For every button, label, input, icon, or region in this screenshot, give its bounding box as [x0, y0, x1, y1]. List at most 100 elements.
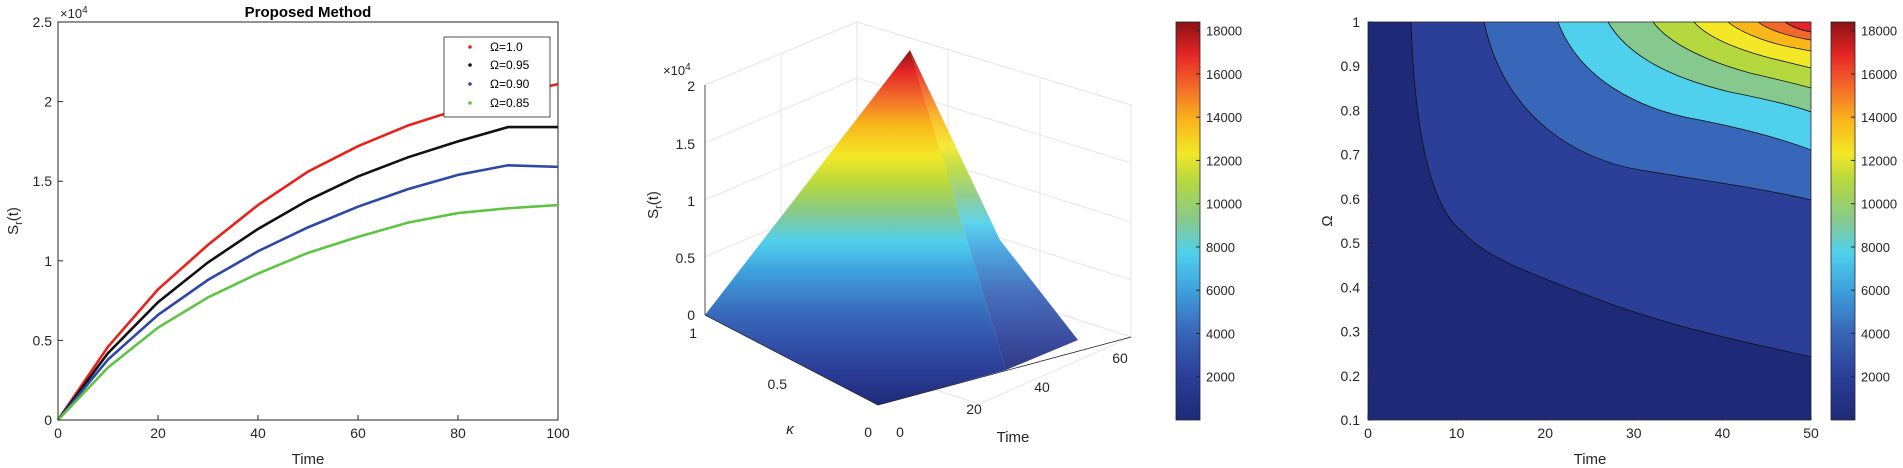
y-tick-label: 2.5	[33, 14, 53, 30]
colorbar-2: 2000 4000 6000 8000 10000 12000 14000 16000 1800…	[1175, 21, 1242, 421]
contour-frame	[1367, 21, 1812, 421]
legend-box	[443, 36, 551, 118]
time-tick-label: 40	[1034, 379, 1050, 395]
z-tick-label: 0.5	[676, 250, 696, 266]
x-tick-label: 20	[150, 425, 166, 441]
contour-y-tick-label: 0.6	[1341, 191, 1361, 207]
colorbar-tick-label: 18000	[1861, 24, 1897, 39]
y-tick-label: 1	[44, 253, 52, 269]
colorbar-tick-label: 6000	[1861, 283, 1890, 298]
surface	[705, 50, 1078, 405]
contour-region	[1368, 22, 1811, 420]
kappa-tick-label: 1	[689, 325, 697, 341]
contour-x-tick-label: 10	[1449, 425, 1465, 441]
grid-line	[978, 336, 1132, 405]
x-tick-label: 40	[250, 425, 266, 441]
y-axis-label-sub: r	[13, 221, 25, 225]
legend: Ω=1.0 Ω=0.95 Ω=0.90 Ω=0.85	[443, 36, 551, 118]
z-tick-label: 0	[687, 307, 695, 323]
x-tick-group: 0 20 40 60 80 100	[54, 415, 570, 441]
legend-marker	[468, 101, 472, 105]
series-line	[57, 203, 559, 421]
contour-line	[1607, 21, 1812, 113]
contour-x-tick-label: 0	[1364, 425, 1372, 441]
contour-region	[1785, 22, 1811, 32]
z-axis-label-tail: (t)	[645, 191, 662, 205]
time-axis-label: Time	[997, 429, 1030, 446]
kappa-tick-label: 0.5	[768, 376, 788, 392]
time-tick-label: 60	[1112, 350, 1128, 366]
contour-y-tick-label: 0.8	[1341, 102, 1361, 118]
colorbar-tick-label: 4000	[1206, 326, 1235, 341]
contour-x-tick-label: 50	[1803, 425, 1819, 441]
kappa-axis-label: κ	[786, 421, 795, 438]
contour-x-tick-group: 0 10 20 30 40 50	[1364, 415, 1819, 441]
panel-line-chart: 0 20 40 60 80 100 0 0.5 1 1.5 2 2.5 Proposed Metho…	[5, 4, 570, 468]
z-exponent-power: 4	[685, 62, 691, 73]
colorbar-tick-label: 18000	[1206, 24, 1242, 39]
legend-entry: Ω=0.95	[490, 58, 530, 72]
colorbar-tick-label: 8000	[1206, 240, 1235, 255]
contour-y-tick-label: 0.3	[1341, 324, 1361, 340]
contour-plot	[1367, 21, 1812, 421]
contour-line	[1410, 21, 1812, 358]
legend-marker	[468, 82, 472, 86]
legend-entry: Ω=0.90	[490, 77, 530, 91]
contour-x-axis-label: Time	[1574, 451, 1607, 468]
contour-line	[1727, 21, 1812, 52]
contour-y-tick-label: 0.2	[1341, 368, 1361, 384]
z-tick-label: 1	[687, 193, 695, 209]
panel-contour: 0 10 20 30 40 50 0.1 0.2 0.3 0.4 0.5 0.6 0.7 0.8 0.9 1…	[1319, 14, 1897, 468]
colorbar-tick-label: 10000	[1861, 197, 1897, 212]
z-ticks: 0 0.5 1 1.5 2	[676, 78, 696, 323]
colorbar-2-bar	[1175, 21, 1201, 421]
colorbar-tick-label: 12000	[1206, 153, 1242, 168]
z-tick-label: 1.5	[676, 136, 696, 152]
surface-face-front	[705, 50, 1006, 405]
contour-y-axis-label: Ω	[1319, 215, 1336, 226]
y-axis-label: Sr(t)	[5, 207, 25, 235]
y-tick-label: 0.5	[33, 332, 53, 348]
time-tick-label: 0	[896, 424, 904, 440]
contour-x-tick-label: 40	[1715, 425, 1731, 441]
y-tick-label: 2	[44, 94, 52, 110]
z-tick-label: 2	[687, 78, 695, 94]
x-tick-label: 80	[450, 425, 466, 441]
time-axis-line	[877, 336, 1132, 406]
kappa-ticks: 0 0.5 1	[689, 325, 872, 440]
colorbar-tick-label: 4000	[1861, 326, 1890, 341]
colorbar-2-tick-group: 2000 4000 6000 8000 10000 12000 14000 16000 1800…	[1196, 24, 1242, 385]
x-tick-label: 60	[350, 425, 366, 441]
y-axis-label-main: S	[5, 225, 22, 235]
contour-y-tick-label: 0.4	[1341, 279, 1361, 295]
colorbar-tick-label: 10000	[1206, 197, 1242, 212]
colorbar-3-tick-group: 2000 4000 6000 8000 10000 12000 14000 16000 1800…	[1851, 24, 1897, 385]
colorbar-tick-label: 16000	[1206, 67, 1242, 82]
colorbar-tick-label: 14000	[1206, 110, 1242, 125]
contour-line	[1483, 21, 1812, 201]
contour-lines	[1410, 21, 1812, 358]
colorbar-tick-label: 12000	[1861, 153, 1897, 168]
y-tick-label: 0	[44, 412, 52, 428]
z-axis-label-sub: r	[653, 205, 665, 209]
y-exponent-base: ×10	[60, 6, 82, 21]
colorbar-tick-label: 2000	[1861, 370, 1890, 385]
contour-line	[1693, 21, 1812, 69]
legend-entry: Ω=1.0	[490, 40, 523, 54]
contour-y-tick-label: 0.9	[1341, 58, 1361, 74]
x-tick-label: 0	[54, 425, 62, 441]
y-tick-group: 0 0.5 1 1.5 2 2.5	[33, 14, 63, 428]
contour-line	[1784, 21, 1812, 33]
kappa-tick-label: 0	[864, 424, 872, 440]
colorbar-tick-label: 8000	[1861, 240, 1890, 255]
colorbar-3-bar	[1830, 21, 1856, 421]
z-axis-label-main: S	[645, 209, 662, 219]
x-tick-label: 100	[546, 425, 570, 441]
colorbar-tick-label: 14000	[1861, 110, 1897, 125]
contour-line	[1652, 21, 1812, 89]
y-tick-label: 1.5	[33, 173, 53, 189]
z-axis-label: Sr(t)	[645, 191, 665, 219]
contour-y-tick-label: 0.1	[1341, 412, 1361, 428]
time-tick-label: 20	[966, 401, 982, 417]
